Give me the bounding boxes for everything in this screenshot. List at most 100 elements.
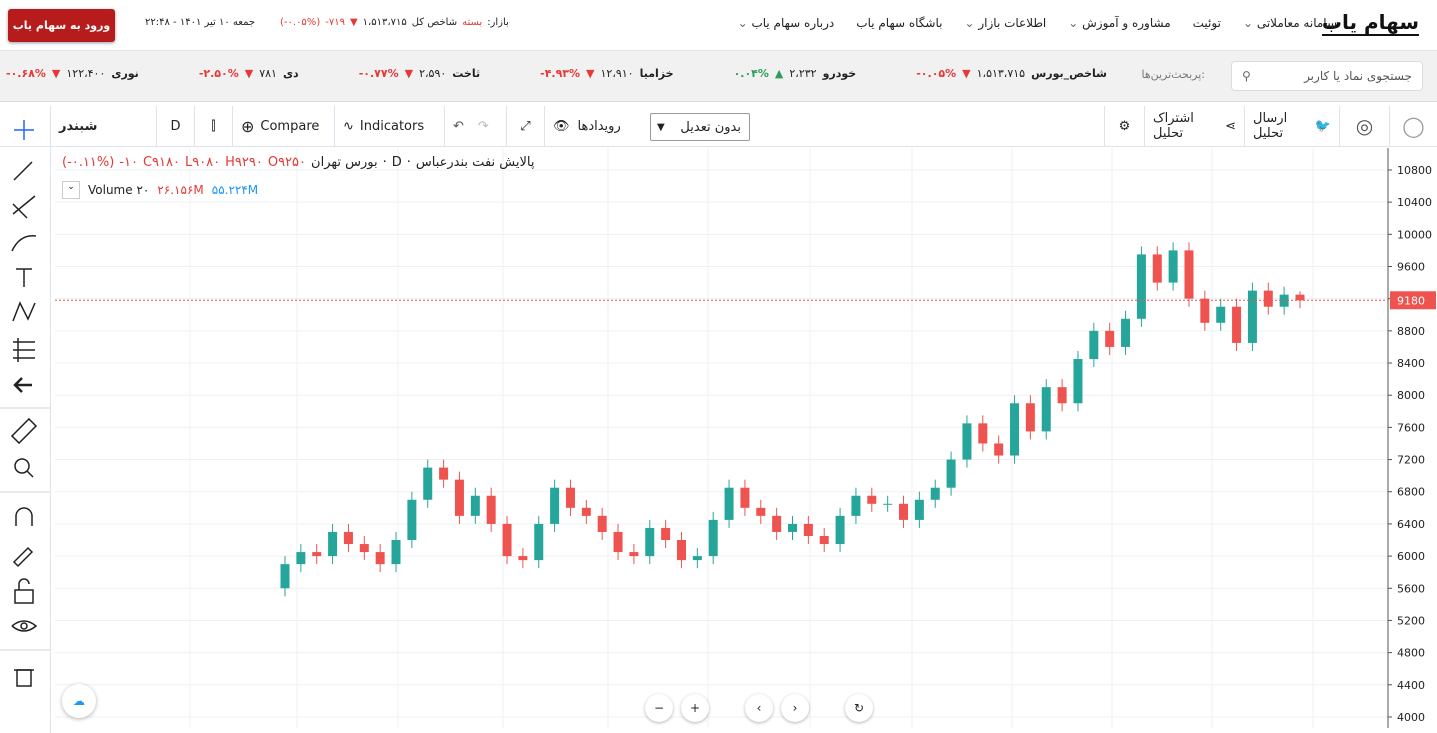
ticker-item[interactable]: دی ۷۸۱ ▼ ۲.۵۰%-	[199, 67, 299, 80]
tool-text[interactable]	[16, 268, 32, 287]
compare[interactable]: ⊕ Compare	[232, 106, 334, 146]
tool-pattern[interactable]	[12, 301, 36, 322]
candle-body	[518, 556, 528, 561]
login-button[interactable]: ورود به سهام یاب	[8, 9, 115, 42]
indicators[interactable]: ∿ Indicators	[334, 106, 444, 146]
legend-interval: D	[391, 155, 402, 170]
interval[interactable]: D	[156, 106, 194, 146]
ticker-price: ۱۲۲،۴۰۰	[66, 67, 106, 80]
events[interactable]: 👁 رویدادها	[544, 106, 642, 146]
candle-body	[343, 531, 353, 545]
ticker-price: ۱۲،۹۱۰	[600, 67, 634, 80]
nav-item[interactable]: اطلاعات بازار	[964, 16, 1046, 30]
logo[interactable]: سهام یاب	[1321, 10, 1419, 36]
candle-body	[1152, 254, 1162, 283]
ticker-arrow: ▼	[244, 67, 254, 80]
tool-eye[interactable]	[11, 620, 38, 632]
candle-body	[407, 499, 417, 541]
ticker-name: خودرو	[822, 67, 857, 80]
ticker-name: دی	[282, 67, 299, 80]
user-icon[interactable]: ◯	[1389, 106, 1437, 146]
candle-body	[1184, 250, 1194, 299]
candle-body	[914, 499, 924, 520]
tool-fib[interactable]	[12, 195, 36, 219]
tool-lock[interactable]	[14, 578, 34, 604]
candle-body	[676, 540, 686, 561]
scroll-right[interactable]: ›	[781, 694, 809, 722]
candle-body	[1232, 306, 1242, 343]
ticker-change: ۰.۶۸%-	[5, 67, 46, 80]
adjustment-select[interactable]: ▼ بدون تعدیل	[650, 113, 750, 141]
y-tick-label: 8800	[1397, 325, 1425, 338]
tool-trash[interactable]	[14, 669, 34, 687]
tool-line[interactable]	[13, 161, 33, 181]
zoom-in[interactable]: +	[681, 694, 709, 722]
nav-item[interactable]: باشگاه سهام یاب	[856, 16, 943, 30]
tool-measure[interactable]	[13, 338, 35, 362]
adjustment-label: بدون تعدیل	[680, 119, 741, 135]
symbol[interactable]: شبندر	[50, 106, 156, 146]
legend-exchange: بورس تهران	[311, 155, 378, 170]
ticker-item[interactable]: نوری ۱۲۲،۴۰۰ ▼ ۰.۶۸%-	[6, 67, 139, 80]
candle-body	[1216, 306, 1226, 323]
y-tick-label: 7200	[1397, 454, 1425, 467]
y-tick-label: 8400	[1397, 357, 1425, 370]
tool-back[interactable]	[13, 377, 32, 393]
ticker-item[interactable]: ثاخت ۲،۵۹۰ ▼ ۰.۷۷%-	[359, 67, 480, 80]
tool-lock-draw[interactable]	[12, 546, 34, 568]
chart-style[interactable]: ⫿	[194, 106, 232, 146]
candle-body	[756, 507, 766, 516]
candle-body	[851, 495, 861, 516]
candle-body	[454, 479, 464, 516]
tool-ruler[interactable]	[10, 417, 38, 445]
nav-item[interactable]: توئیت	[1192, 16, 1221, 30]
ticker-name: ثاخت	[452, 67, 481, 80]
ticker-item[interactable]: خودرو ۲،۲۳۲ ▲ ۰.۰۴%	[734, 67, 857, 80]
nav: سامانه معاملاتی توئیت مشاوره و آموزش اطل…	[738, 16, 1337, 30]
undo-redo[interactable]: ↶ ↷	[444, 106, 506, 146]
ticker-item[interactable]: شاخص_بورس ۱،۵۱۳،۷۱۵ ▼ ۰.۰۵%-	[916, 67, 1107, 80]
last-price-box	[1390, 291, 1436, 310]
tool-zoom[interactable]	[14, 458, 34, 478]
drawing-tools	[0, 106, 51, 733]
candle-body	[994, 443, 1004, 456]
index-arrow: ▼	[349, 17, 358, 28]
tool-brush[interactable]	[11, 235, 37, 252]
settings[interactable]: ⚙	[1104, 106, 1144, 146]
ticker-price: ۷۸۱	[259, 67, 277, 80]
candle-body	[581, 507, 591, 516]
ticker-price: ۱،۵۱۳،۷۱۵	[976, 67, 1026, 80]
index-label: شاخص کل	[411, 17, 458, 28]
fullscreen[interactable]: ⤢	[506, 106, 544, 146]
share[interactable]: اشتراک تحلیل ⋖	[1144, 106, 1244, 146]
zoom-controls: − + ‹ › ↻	[645, 694, 873, 722]
collapse-button[interactable]: ⌄	[62, 181, 80, 199]
market-status: بازار: بسته شاخص کل ۱،۵۱۳،۷۱۵ ▼ ۷۱۹- (۰.…	[280, 17, 509, 28]
candle-body	[946, 459, 956, 488]
ticker-item[interactable]: خزامیا ۱۲،۹۱۰ ▼ ۴.۹۳%-	[540, 67, 673, 80]
scroll-left[interactable]: ‹	[745, 694, 773, 722]
tool-magnet[interactable]	[15, 507, 33, 526]
ticker-name: خزامیا	[639, 67, 674, 80]
ticker-arrow: ▲	[774, 67, 784, 80]
tool-cross[interactable]	[14, 120, 34, 140]
reset[interactable]: ↻	[845, 694, 873, 722]
send[interactable]: ارسال تحلیل 🐦	[1244, 106, 1339, 146]
y-tick-label: 7600	[1397, 421, 1425, 434]
candle-body	[1295, 294, 1305, 301]
nav-item[interactable]: درباره سهام یاب	[738, 16, 834, 30]
candle-body	[883, 503, 893, 505]
zoom-out[interactable]: −	[645, 694, 673, 722]
candle-body	[803, 523, 813, 536]
nav-item[interactable]: سامانه معاملاتی	[1243, 16, 1337, 30]
y-tick-label: 9600	[1397, 260, 1425, 273]
candle-body	[645, 527, 655, 557]
nav-item[interactable]: مشاوره و آموزش	[1068, 16, 1171, 30]
candle-body	[613, 531, 623, 553]
tv-logo[interactable]: ☁	[62, 684, 96, 718]
candle-body	[1073, 359, 1083, 404]
volume-label: Volume ۲۰	[88, 183, 150, 197]
y-tick-label: 10000	[1397, 228, 1432, 241]
candle-body	[502, 523, 512, 557]
search-box[interactable]: جستجوی نماد یا کاربر ⚲	[1231, 61, 1423, 91]
